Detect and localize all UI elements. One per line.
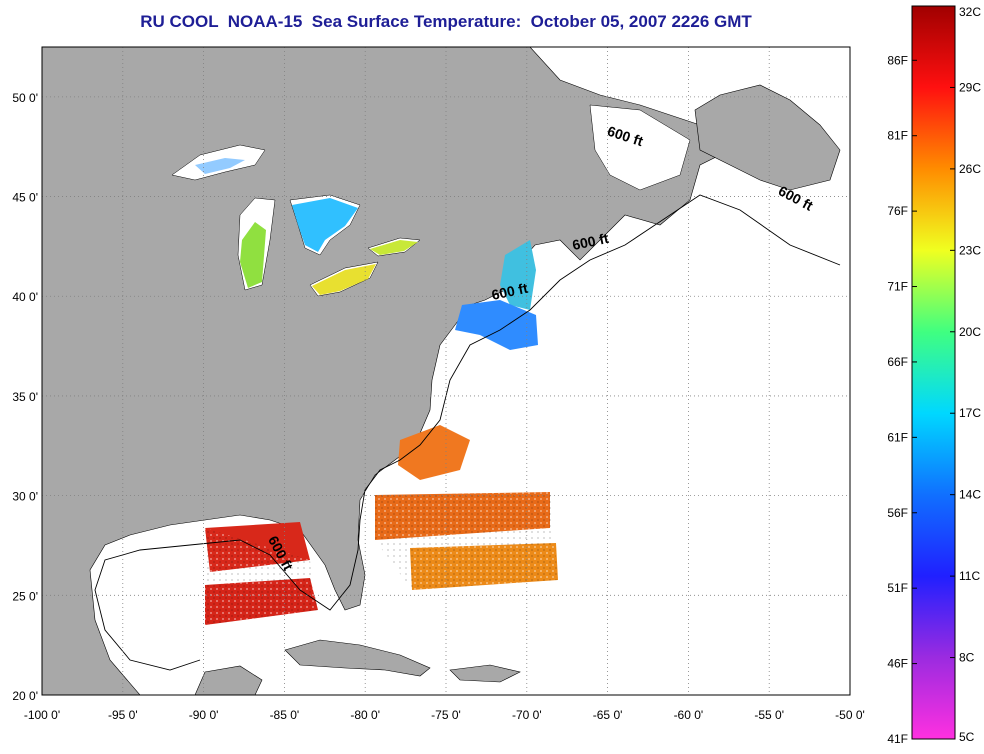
sst-lake-ontario <box>370 240 418 255</box>
sst-lake-superior <box>195 158 245 174</box>
plot-frame <box>41 46 851 696</box>
lat-tick-label: 50 0' <box>12 91 38 105</box>
sst-mid-atlantic-shelf <box>455 300 538 350</box>
sst-gulf-of-maine <box>500 240 536 310</box>
lon-tick-label: -70 0' <box>512 708 542 722</box>
lat-tick-label: 45 0' <box>12 191 38 205</box>
lat-tick-label: 35 0' <box>12 390 38 404</box>
lat-tick-label: 40 0' <box>12 290 38 304</box>
lon-tick-label: -90 0' <box>189 708 219 722</box>
lon-tick-label: -85 0' <box>270 708 300 722</box>
lon-tick-label: -75 0' <box>431 708 461 722</box>
lon-tick-label: -60 0' <box>674 708 704 722</box>
graticule <box>41 47 851 696</box>
lon-tick-label: -50 0' <box>835 708 865 722</box>
lat-tick-label: 30 0' <box>12 490 38 504</box>
land-north-america <box>42 47 731 695</box>
lat-tick-label: 25 0' <box>12 589 38 603</box>
lon-tick-label: -100 0' <box>24 708 60 722</box>
sst-lake-erie <box>312 264 376 295</box>
sst-data-layer <box>195 158 558 625</box>
gulf-st-lawrence-water <box>589 104 691 191</box>
sst-lake-michigan <box>240 222 266 288</box>
land-cuba <box>284 639 431 677</box>
lon-tick-label: -95 0' <box>108 708 138 722</box>
contour-label-600ft: 600 ft <box>571 230 610 253</box>
lon-tick-label: -80 0' <box>350 708 380 722</box>
lon-tick-label: -55 0' <box>754 708 784 722</box>
depth-contour-600ft <box>94 194 841 671</box>
axis-ticks: -100 0' -95 0' -90 0' -85 0' -80 0' -75 0' -70… <box>12 91 864 722</box>
lon-tick-label: -65 0' <box>593 708 623 722</box>
sst-lake-huron <box>292 198 358 252</box>
land-newfoundland <box>694 84 841 191</box>
land-hispaniola <box>449 664 521 683</box>
lat-tick-label: 20 0' <box>12 689 38 703</box>
sst-noise-overlay <box>205 492 558 625</box>
map-title: RU COOL NOAA-15 Sea Surface Temperature:… <box>140 12 752 31</box>
contour-label-600ft: 600 ft <box>490 280 529 303</box>
sst-carolina-offshore <box>398 425 470 480</box>
